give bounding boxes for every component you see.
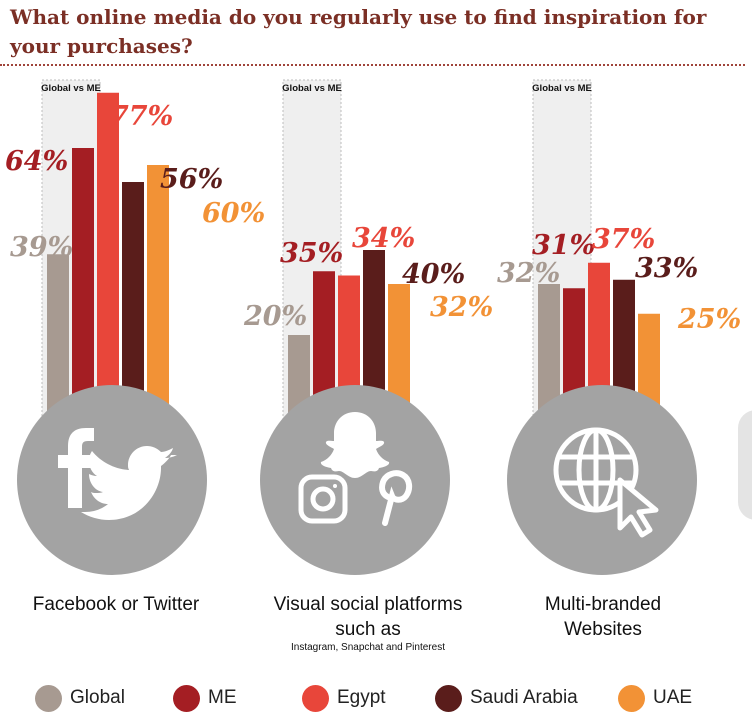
twitter-icon bbox=[81, 446, 177, 520]
legend-label: ME bbox=[208, 687, 237, 708]
category-icon-circle bbox=[507, 385, 697, 575]
legend-label: UAE bbox=[653, 687, 693, 708]
value-label: 20% bbox=[243, 301, 307, 332]
legend-swatch bbox=[618, 684, 645, 712]
group-sublabel: Instagram, Snapchat and Pinterest bbox=[291, 642, 445, 653]
bar-global bbox=[47, 254, 69, 420]
value-label: 60% bbox=[202, 198, 265, 229]
comparison-badge: Global vs ME bbox=[41, 83, 101, 94]
value-label: 77% bbox=[110, 101, 173, 132]
value-label: 31% bbox=[532, 230, 595, 261]
snapchat-icon bbox=[320, 412, 390, 478]
decorative-edge-shape bbox=[738, 410, 752, 520]
bar-me bbox=[313, 271, 335, 420]
bar-chart: Global vs ME 39% 64% 77% 56%60% Global vs ME 2… bbox=[5, 79, 741, 575]
bar-saudi-arabia bbox=[122, 182, 144, 420]
legend: Global ME Egypt Saudi Arabia UAE bbox=[0, 680, 752, 716]
bar-saudi-arabia bbox=[613, 279, 635, 420]
value-label: 32% bbox=[430, 292, 493, 323]
pinterest-icon bbox=[379, 470, 413, 526]
bar-egypt bbox=[588, 262, 610, 420]
group-label-1: Facebook or Twitter bbox=[0, 592, 232, 617]
comparison-badge: Global vs ME bbox=[532, 83, 592, 94]
value-label: 40% bbox=[402, 259, 465, 290]
value-label: 34% bbox=[352, 223, 415, 254]
chart-title: What online media do you regularly use t… bbox=[10, 5, 707, 58]
bar-me bbox=[72, 148, 94, 420]
bar-me bbox=[563, 288, 585, 420]
value-label: 64% bbox=[5, 146, 68, 177]
legend-item-global: Global bbox=[35, 680, 125, 716]
bar-uae bbox=[388, 284, 410, 420]
legend-swatch bbox=[35, 684, 62, 712]
globe-cursor-icon bbox=[553, 427, 659, 538]
legend-swatch bbox=[435, 684, 462, 712]
value-label: 35% bbox=[280, 238, 343, 269]
bar-global bbox=[288, 335, 310, 420]
value-label: 25% bbox=[677, 304, 741, 335]
value-label: 56% bbox=[160, 164, 223, 195]
legend-item-uae: UAE bbox=[618, 680, 692, 716]
category-icon-circle bbox=[260, 385, 450, 575]
group-label-text: Facebook or Twitter bbox=[32, 594, 200, 615]
facebook-icon bbox=[58, 428, 94, 508]
legend-label: Egypt bbox=[337, 687, 386, 708]
bar-egypt bbox=[338, 275, 360, 420]
legend-swatch bbox=[173, 684, 200, 712]
legend-label: Saudi Arabia bbox=[470, 687, 578, 708]
group-label-text: Multi-branded Websites bbox=[544, 594, 662, 640]
title-divider bbox=[0, 64, 745, 66]
bar-global bbox=[538, 284, 560, 420]
bar-egypt bbox=[97, 92, 119, 420]
bar-uae bbox=[638, 313, 660, 420]
group-label-2: Visual social platforms such as Instagra… bbox=[258, 592, 478, 654]
value-label: 32% bbox=[497, 258, 560, 289]
legend-item-egypt: Egypt bbox=[302, 680, 386, 716]
comparison-badge: Global vs ME bbox=[282, 83, 342, 94]
value-label: 39% bbox=[10, 232, 73, 263]
legend-swatch bbox=[302, 684, 329, 712]
bar-saudi-arabia bbox=[363, 250, 385, 420]
group-label-3: Multi-branded Websites bbox=[518, 592, 688, 642]
value-label: 33% bbox=[635, 253, 698, 284]
legend-label: Global bbox=[70, 687, 125, 708]
instagram-icon bbox=[298, 474, 348, 524]
group-label-text: Visual social platforms such as bbox=[273, 594, 463, 640]
legend-item-me: ME bbox=[173, 680, 237, 716]
bar-uae bbox=[147, 165, 169, 420]
legend-item-saudi-arabia: Saudi Arabia bbox=[435, 680, 578, 716]
value-label: 37% bbox=[592, 224, 655, 255]
